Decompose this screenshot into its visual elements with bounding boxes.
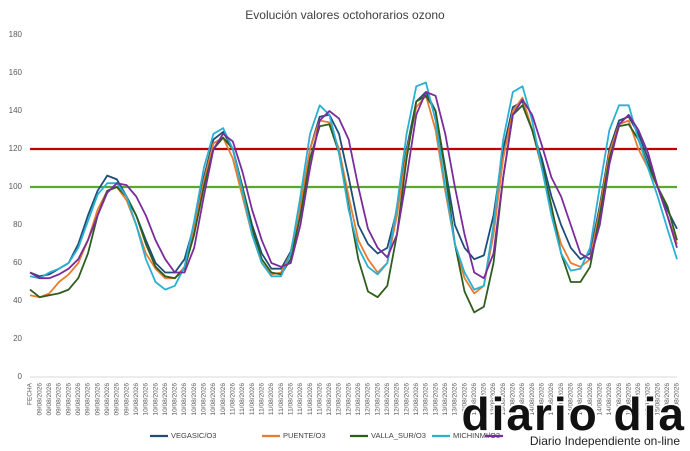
x-tick-label: 12/08/2026 bbox=[384, 383, 391, 416]
y-tick-label: 180 bbox=[9, 30, 23, 39]
x-tick-label: 15/08/2026 bbox=[616, 383, 623, 416]
x-tick-label: 11/08/2026 bbox=[239, 383, 246, 415]
y-tick-label: 0 bbox=[18, 372, 23, 381]
x-tick-label: 13/08/2026 bbox=[461, 383, 468, 416]
x-tick-label: 09/08/2026 bbox=[75, 383, 82, 416]
x-tick-label: 09/08/2026 bbox=[104, 383, 111, 416]
x-tick-label: 09/08/2026 bbox=[65, 383, 72, 416]
x-tick-label: 12/08/2026 bbox=[374, 383, 381, 416]
x-tick-label: FECHA bbox=[27, 382, 34, 405]
x-tick-label: 09/08/2026 bbox=[114, 383, 121, 416]
x-tick-label: 11/08/2026 bbox=[307, 383, 314, 415]
y-tick-label: 160 bbox=[9, 68, 23, 77]
x-tick-label: 15/08/2026 bbox=[635, 383, 642, 416]
x-tick-label: 15/08/2026 bbox=[674, 383, 681, 416]
x-tick-label: 13/08/2026 bbox=[452, 383, 459, 416]
x-tick-label: 14/08/2026 bbox=[587, 383, 594, 416]
x-tick-label: 12/08/2026 bbox=[336, 383, 343, 416]
y-tick-label: 100 bbox=[9, 182, 23, 191]
series-line bbox=[29, 94, 678, 314]
series-line bbox=[29, 81, 678, 291]
x-tick-label: 10/08/2026 bbox=[162, 383, 169, 416]
x-tick-label: 13/08/2026 bbox=[500, 383, 507, 416]
chart-title: Evolución valores octohorarios ozono bbox=[245, 8, 445, 22]
x-tick-label: 12/08/2026 bbox=[355, 383, 362, 416]
x-tick-label: 15/08/2026 bbox=[654, 383, 661, 416]
x-tick-label: 12/08/2026 bbox=[326, 383, 333, 416]
x-tick-label: 11/08/2026 bbox=[316, 383, 323, 415]
legend-label: VEGASIC/O3 bbox=[171, 431, 216, 440]
x-tick-label: 10/08/2026 bbox=[152, 383, 159, 416]
x-tick-label: 10/08/2026 bbox=[181, 383, 188, 416]
x-tick-label: 13/08/2026 bbox=[432, 383, 439, 416]
x-tick-label: 14/08/2026 bbox=[548, 383, 555, 416]
x-tick-label: 14/08/2026 bbox=[596, 383, 603, 416]
watermark-tagline: Diario Independiente on-line bbox=[530, 434, 680, 448]
x-tick-label: 10/08/2026 bbox=[201, 383, 208, 416]
y-tick-label: 140 bbox=[9, 106, 23, 115]
x-tick-label: 09/08/2026 bbox=[56, 383, 63, 416]
x-tick-label: 09/08/2026 bbox=[36, 383, 43, 416]
x-tick-label: 10/08/2026 bbox=[172, 383, 179, 416]
x-tick-label: 15/08/2026 bbox=[664, 383, 671, 416]
x-tick-label: 13/08/2026 bbox=[423, 383, 430, 416]
y-tick-label: 80 bbox=[13, 220, 22, 229]
x-tick-label: 14/08/2026 bbox=[606, 383, 613, 416]
x-tick-label: 13/08/2026 bbox=[442, 383, 449, 416]
x-tick-label: 14/08/2026 bbox=[539, 383, 546, 416]
x-tick-label: 14/08/2026 bbox=[529, 383, 536, 416]
x-tick-label: 14/08/2026 bbox=[567, 383, 574, 416]
x-tick-label: 11/08/2026 bbox=[278, 383, 285, 415]
x-tick-label: 09/08/2026 bbox=[94, 383, 101, 416]
x-tick-label: 10/08/2026 bbox=[220, 383, 227, 416]
x-tick-label: 13/08/2026 bbox=[510, 383, 517, 416]
x-tick-label: 11/08/2026 bbox=[230, 383, 237, 415]
x-tick-label: 09/08/2026 bbox=[46, 383, 53, 416]
x-tick-label: 14/08/2026 bbox=[558, 383, 565, 416]
series-line bbox=[29, 91, 678, 280]
x-tick-label: 12/08/2026 bbox=[345, 383, 352, 416]
x-tick-label: 15/08/2026 bbox=[625, 383, 632, 416]
x-tick-label: 13/08/2026 bbox=[471, 383, 478, 416]
y-tick-label: 60 bbox=[13, 258, 22, 267]
x-tick-label: 13/08/2026 bbox=[481, 383, 488, 416]
x-tick-label: 13/08/2026 bbox=[490, 383, 497, 416]
x-tick-label: 12/08/2026 bbox=[403, 383, 410, 416]
x-tick-label: 11/08/2026 bbox=[287, 383, 294, 415]
x-tick-label: 12/08/2026 bbox=[413, 383, 420, 416]
y-tick-label: 40 bbox=[13, 296, 22, 305]
x-tick-label: 14/08/2026 bbox=[577, 383, 584, 416]
x-tick-label: 10/08/2026 bbox=[143, 383, 150, 416]
x-tick-label: 11/08/2026 bbox=[249, 383, 256, 415]
x-tick-label: 10/08/2026 bbox=[210, 383, 217, 416]
watermark-logo: diario dia bbox=[462, 388, 686, 440]
x-tick-label: 09/08/2026 bbox=[85, 383, 92, 416]
x-tick-label: 12/08/2026 bbox=[394, 383, 401, 416]
x-tick-label: 15/08/2026 bbox=[645, 383, 652, 416]
x-tick-label: 11/08/2026 bbox=[258, 383, 265, 415]
x-tick-label: 09/08/2026 bbox=[123, 383, 130, 416]
y-tick-label: 120 bbox=[9, 144, 23, 153]
x-tick-label: 11/08/2026 bbox=[297, 383, 304, 415]
y-tick-label: 20 bbox=[13, 334, 22, 343]
x-tick-label: 14/08/2026 bbox=[519, 383, 526, 416]
x-tick-label: 12/08/2026 bbox=[365, 383, 372, 416]
x-tick-label: 11/08/2026 bbox=[268, 383, 275, 415]
legend-label: VALLA_SUR/O3 bbox=[371, 431, 426, 440]
legend-label: PUENTE/O3 bbox=[283, 431, 326, 440]
x-tick-label: 10/08/2026 bbox=[133, 383, 140, 416]
legend-label: MICHINMI/O3 bbox=[453, 431, 500, 440]
x-tick-label: 10/08/2026 bbox=[191, 383, 198, 416]
